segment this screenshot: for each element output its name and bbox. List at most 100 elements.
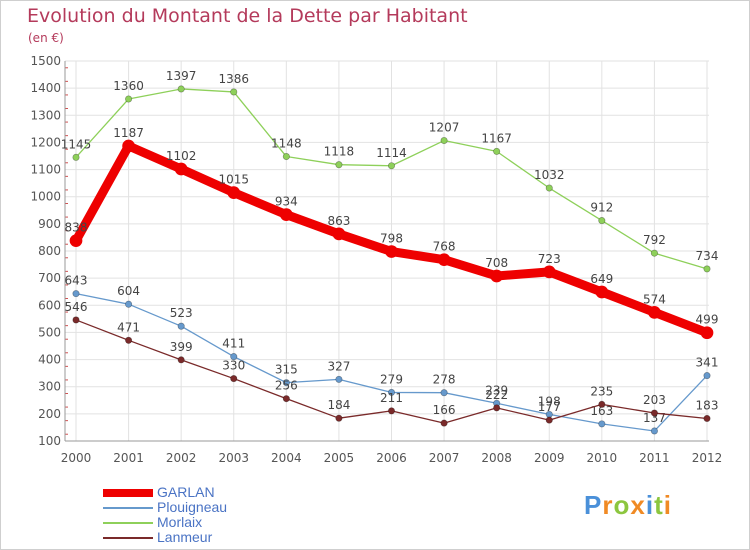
data-point-morlaix [387, 162, 396, 170]
proxiti-logo: Proxiti [584, 490, 672, 521]
data-label-garlan: 1102 [166, 149, 197, 163]
x-tick-label: 2003 [218, 451, 249, 465]
data-label-lanmeur: 471 [117, 320, 140, 334]
data-label-garlan: 838 [65, 221, 88, 235]
data-label-plouigneau: 198 [538, 394, 561, 408]
data-point-garlan [700, 326, 714, 340]
data-label-garlan: 768 [433, 240, 456, 254]
data-label-plouigneau: 523 [170, 306, 193, 320]
x-tick-label: 2005 [324, 451, 355, 465]
x-tick-label: 2010 [587, 451, 618, 465]
data-point-morlaix [230, 88, 238, 96]
data-label-morlaix: 792 [643, 233, 666, 247]
x-tick-label: 2000 [61, 451, 92, 465]
data-point-lanmeur [598, 400, 606, 408]
data-point-lanmeur [440, 419, 448, 427]
data-label-plouigneau: 137 [643, 411, 666, 425]
data-point-garlan [174, 162, 188, 176]
data-label-morlaix: 1145 [61, 137, 92, 151]
data-point-garlan [227, 186, 241, 199]
data-label-lanmeur: 235 [590, 384, 613, 398]
data-label-plouigneau: 327 [327, 359, 350, 373]
y-tick-label: 1300 [30, 108, 61, 122]
data-point-garlan [385, 245, 398, 258]
data-point-plouigneau [335, 375, 343, 383]
logo-letter: r [602, 490, 614, 520]
data-point-plouigneau [650, 427, 658, 435]
data-label-morlaix: 1032 [534, 168, 565, 182]
legend-label: Lanmeur [157, 529, 213, 545]
data-point-plouigneau [230, 353, 238, 361]
data-point-morlaix [598, 217, 606, 225]
y-tick-label: 200 [38, 407, 61, 421]
data-point-lanmeur [545, 416, 553, 424]
data-label-lanmeur: 203 [643, 393, 666, 407]
data-label-garlan: 1187 [113, 126, 144, 140]
y-tick-label: 1500 [30, 54, 61, 68]
data-point-garlan [122, 139, 135, 153]
y-tick-label: 800 [38, 244, 61, 258]
logo-letter: t [654, 490, 664, 520]
data-point-plouigneau [387, 388, 396, 396]
data-point-plouigneau [282, 379, 290, 387]
data-label-plouigneau: 315 [275, 363, 298, 377]
data-label-lanmeur: 256 [275, 379, 298, 393]
logo-letter: i [663, 490, 672, 520]
data-point-lanmeur [650, 409, 658, 417]
y-tick-label: 900 [38, 217, 61, 231]
data-point-morlaix [545, 184, 553, 192]
y-tick-label: 700 [38, 271, 61, 285]
data-point-plouigneau [440, 389, 448, 397]
data-label-plouigneau: 341 [696, 356, 719, 370]
legend-label: Plouigneau [157, 499, 228, 515]
logo-letter: P [584, 490, 603, 520]
data-label-morlaix: 1114 [376, 146, 407, 160]
x-tick-label: 2002 [166, 451, 197, 465]
data-label-morlaix: 1386 [218, 72, 249, 86]
x-tick-label: 2007 [429, 451, 460, 465]
x-tick-label: 2012 [692, 451, 723, 465]
y-tick-label: 1200 [30, 135, 61, 149]
y-tick-label: 500 [38, 325, 61, 339]
y-tick-label: 1100 [30, 163, 61, 177]
data-point-lanmeur [125, 336, 133, 344]
data-label-garlan: 708 [485, 256, 508, 270]
data-label-lanmeur: 184 [327, 398, 350, 412]
data-point-lanmeur [703, 414, 711, 423]
data-point-morlaix [177, 85, 185, 93]
data-point-morlaix [440, 136, 448, 145]
data-label-plouigneau: 279 [380, 372, 403, 386]
y-tick-label: 400 [38, 353, 61, 367]
y-tick-label: 600 [38, 298, 61, 312]
data-label-morlaix: 1167 [481, 131, 512, 145]
legend-label: Morlaix [157, 514, 203, 530]
data-label-plouigneau: 163 [590, 404, 613, 418]
data-label-lanmeur: 177 [538, 400, 561, 414]
x-tick-label: 2009 [534, 451, 565, 465]
data-point-morlaix [703, 265, 711, 273]
data-label-garlan: 574 [643, 292, 666, 306]
x-tick-label: 2011 [639, 451, 670, 465]
data-label-garlan: 723 [538, 252, 561, 266]
x-tick-label: 2004 [271, 451, 302, 465]
logo-letter: o [613, 490, 631, 520]
data-label-lanmeur: 211 [380, 391, 403, 405]
y-tick-label: 1000 [30, 190, 61, 204]
data-label-lanmeur: 330 [222, 359, 245, 373]
data-point-lanmeur [493, 404, 501, 412]
data-label-lanmeur: 183 [696, 398, 719, 412]
data-point-lanmeur [230, 375, 238, 383]
logo-letter: i [645, 490, 655, 520]
legend-swatch [103, 507, 153, 509]
data-label-lanmeur: 222 [485, 388, 508, 402]
data-label-lanmeur: 166 [433, 403, 456, 417]
logo-letter: x [630, 490, 646, 520]
data-label-plouigneau: 643 [65, 274, 88, 288]
data-point-plouigneau [598, 420, 606, 428]
data-label-morlaix: 734 [696, 249, 719, 263]
data-point-plouigneau [72, 290, 80, 298]
data-label-morlaix: 912 [590, 201, 613, 215]
legend-swatch [103, 489, 153, 497]
legend-swatch [103, 522, 153, 524]
data-point-lanmeur [335, 414, 343, 422]
